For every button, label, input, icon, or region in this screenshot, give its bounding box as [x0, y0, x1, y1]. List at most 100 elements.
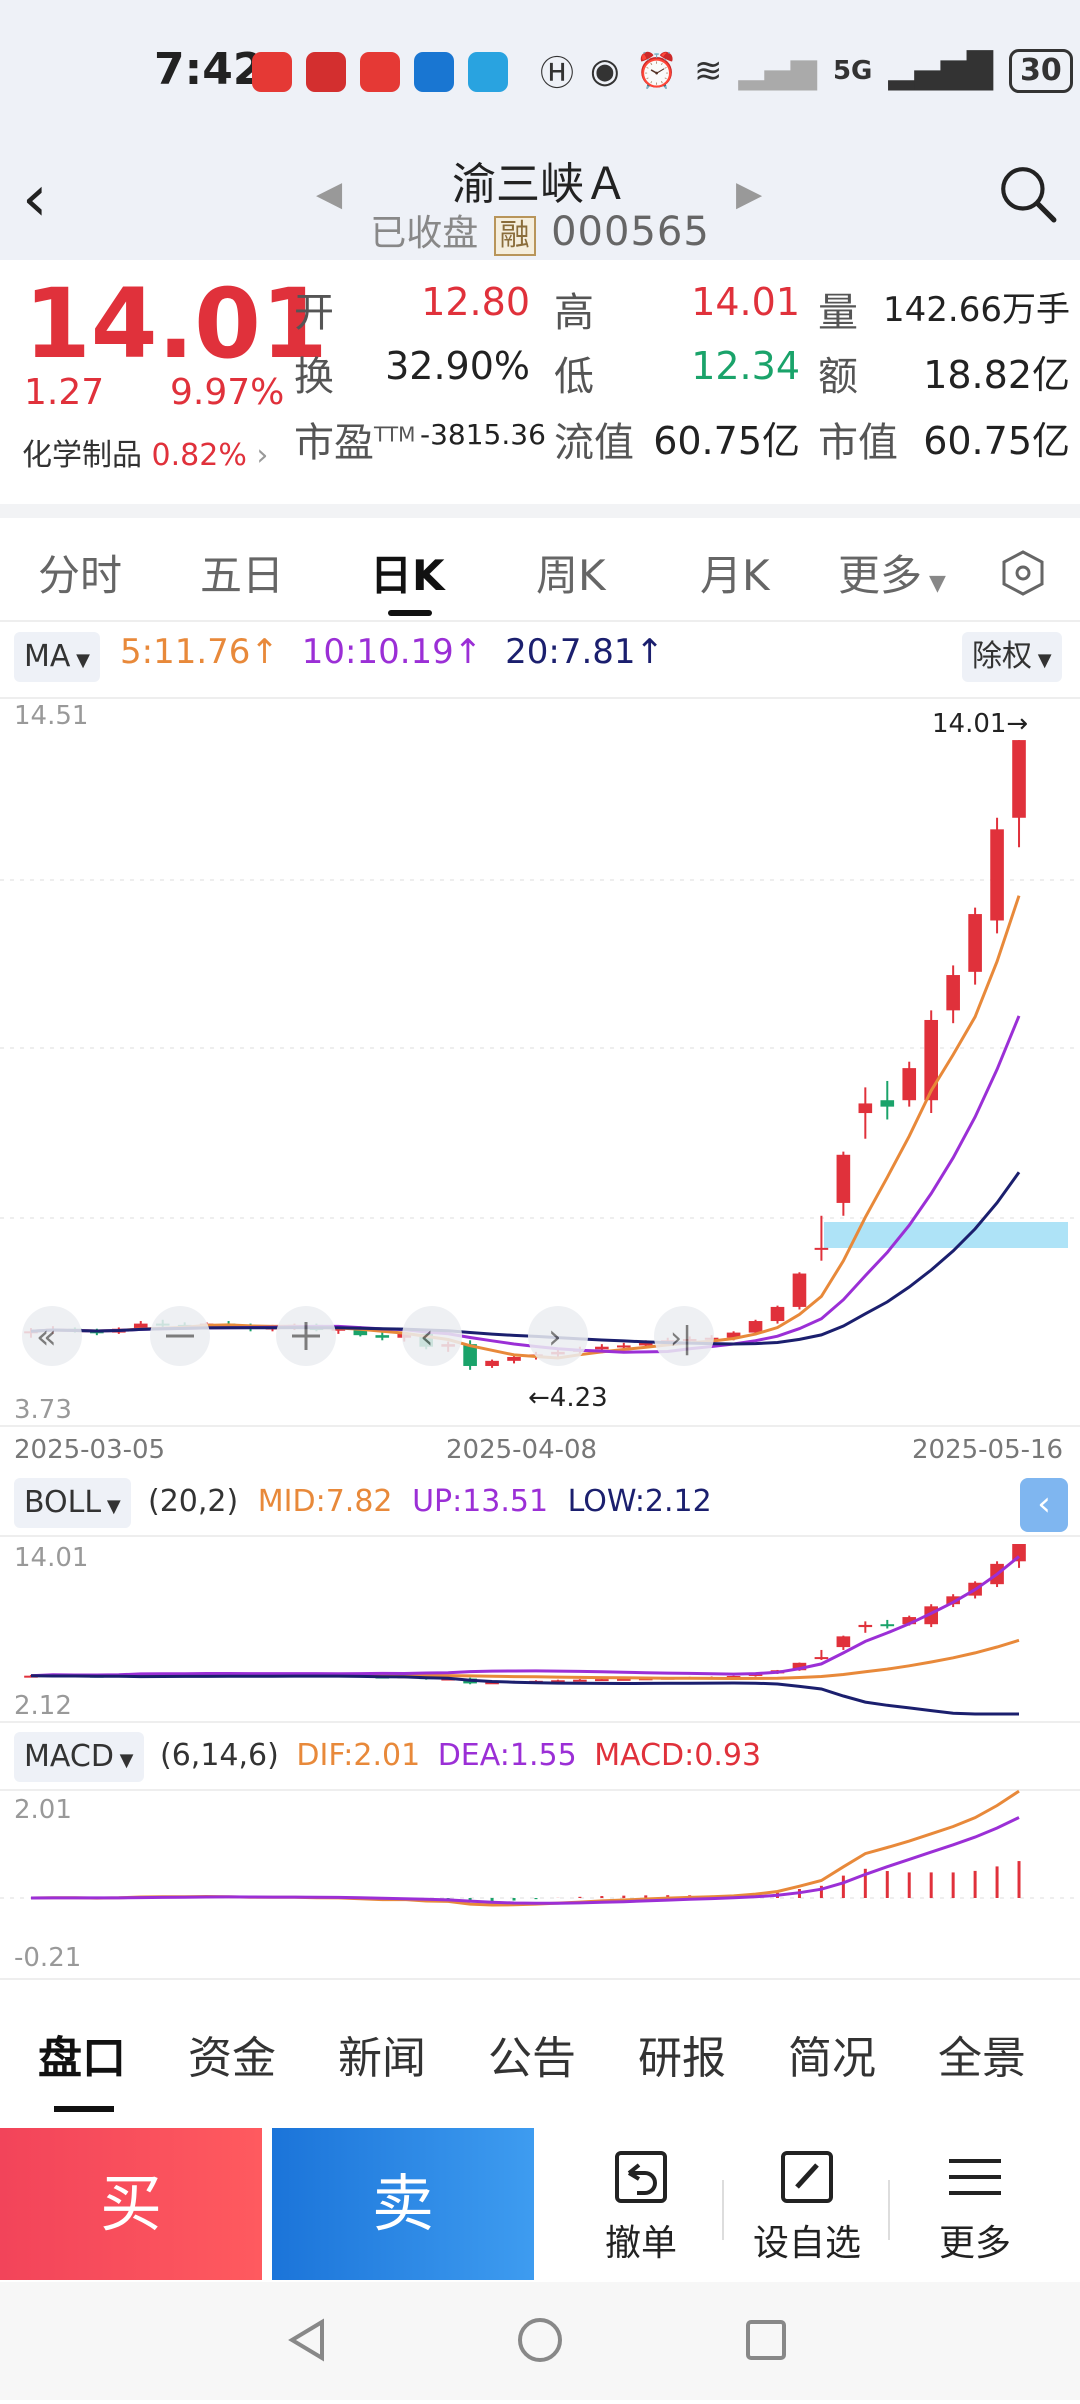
svg-text:›: ›: [548, 1317, 562, 1357]
boll-candle: [24, 1674, 38, 1678]
tab-overview[interactable]: 全景: [938, 2033, 1026, 2084]
nav-recents-icon[interactable]: [746, 2320, 786, 2360]
svg-text:‹: ‹: [420, 1317, 434, 1357]
boll-candle: [858, 1621, 873, 1633]
divider: [722, 2180, 724, 2240]
chart-settings-icon[interactable]: [998, 548, 1048, 598]
scroll-left-fast-icon[interactable]: [22, 1306, 82, 1366]
battery-icon: 30: [1009, 48, 1073, 93]
y-min-label: 3.73: [14, 1395, 72, 1425]
sector-link[interactable]: 化学制品 0.82% ›: [22, 430, 268, 474]
macd-y-bottom: -0.21: [14, 1943, 81, 1973]
candle: [858, 1087, 873, 1139]
scroll-right-icon[interactable]: [528, 1306, 588, 1366]
amount-value: 18.82亿: [923, 353, 1070, 397]
scroll-left-icon[interactable]: [402, 1306, 462, 1366]
ma-indicator-bar: MA ▼ 5:11.76↑ 10:10.19↑ 20:7.81↑ 除权 ▼: [0, 626, 1080, 688]
open-label: 开: [294, 290, 334, 336]
stock-subtitle: 已收盘 融 000565: [0, 204, 1080, 256]
boll-selector[interactable]: BOLL ▼: [14, 1478, 131, 1528]
cancel-order-label: 撤单: [604, 2223, 677, 2264]
status-time: 7:42: [154, 44, 264, 95]
boll-candle: [836, 1635, 851, 1650]
tab-daily-k[interactable]: 日K: [370, 551, 445, 600]
date-mid: 2025-04-08: [446, 1435, 597, 1465]
ma5-line: [30, 895, 1021, 1360]
tab-five-day[interactable]: 五日: [200, 551, 285, 600]
pe-value: -3815.36: [420, 418, 546, 451]
boll-chart[interactable]: 14.01 2.12: [0, 1534, 1080, 1724]
high-value: 14.01: [691, 280, 800, 324]
candle: [924, 1010, 939, 1114]
candles-group: [24, 740, 1026, 1370]
tab-profile[interactable]: 简况: [788, 2033, 876, 2084]
more-actions-button[interactable]: 更多: [900, 2140, 1050, 2266]
prev-stock-icon[interactable]: ◀: [316, 174, 343, 214]
boll-candle: [573, 1679, 587, 1682]
tab-monthly-k[interactable]: 月K: [700, 551, 770, 600]
nav-back-icon[interactable]: [288, 2318, 324, 2362]
candle: [990, 817, 1004, 934]
candle: [375, 1331, 390, 1341]
edit-icon: [781, 2151, 833, 2203]
active-tab-indicator: [388, 610, 432, 616]
divider: [888, 2180, 890, 2240]
system-icons: Ⓗ ◉ ⏰ ≋ ▂▄▆ 5G ▂▄▆█ 30: [540, 46, 1073, 95]
adjust-selector[interactable]: 除权 ▼: [962, 632, 1062, 682]
app-notification-icon: [252, 52, 292, 92]
app-notification-icon: [468, 52, 508, 92]
tab-announcements[interactable]: 公告: [488, 2033, 576, 2084]
pe-label: 市盈TTM: [294, 420, 416, 466]
float-cap-label: 流值: [554, 420, 634, 466]
next-stock-icon[interactable]: ▶: [736, 174, 763, 214]
tab-intraday[interactable]: 分时: [38, 551, 123, 600]
sell-button[interactable]: 卖: [272, 2128, 534, 2280]
scroll-end-icon[interactable]: [654, 1306, 714, 1366]
stock-header: ‹ ◀ ▶ 渝三峡Ａ 已收盘 融 000565: [0, 140, 1080, 260]
macd-chart[interactable]: 2.01 -0.21: [0, 1788, 1080, 1978]
low-value: 12.34: [691, 344, 800, 388]
boll-candle: [814, 1649, 829, 1660]
tab-fund-flow[interactable]: 资金: [188, 2033, 276, 2084]
app-notification-icon: [306, 52, 346, 92]
candle: [485, 1359, 499, 1368]
collapse-panel-icon[interactable]: ‹: [1020, 1478, 1068, 1532]
tab-research[interactable]: 研报: [638, 2033, 726, 2084]
macd-y-top: 2.01: [14, 1795, 72, 1825]
macd-selector[interactable]: MACD ▼: [14, 1732, 144, 1782]
alarm-icon: ⏰: [635, 50, 679, 91]
chevron-right-icon: ›: [256, 438, 269, 473]
tab-weekly-k[interactable]: 周K: [536, 551, 606, 600]
ma10-value: 10:10.19↑: [301, 632, 483, 672]
macd-indicator-bar: MACD ▼ (6,14,6) DIF:2.01 DEA:1.55 MACD:0…: [0, 1728, 1080, 1788]
svg-text:«: «: [36, 1317, 57, 1357]
stock-code: 000565: [551, 209, 710, 255]
turnover-value: 32.90%: [385, 344, 530, 388]
tab-order-book[interactable]: 盘口: [38, 2033, 126, 2084]
candle: [792, 1272, 807, 1310]
cancel-order-button[interactable]: 撤单: [566, 2140, 716, 2266]
price-change-pct: 9.97%: [170, 372, 285, 413]
tab-more[interactable]: 更多 ▼: [838, 551, 946, 600]
buy-button[interactable]: 买: [0, 2128, 262, 2280]
tab-news[interactable]: 新闻: [338, 2033, 426, 2084]
ma5-value: 5:11.76↑: [120, 632, 279, 672]
info-tabs: 盘口 资金 新闻 公告 研报 简况 全景: [0, 1978, 1080, 2112]
max-price-mark: 14.01→: [932, 709, 1028, 739]
trade-action-bar: 买 卖 撤单 设自选 更多: [0, 2128, 1080, 2280]
kline-chart[interactable]: 14.51 3.73 14.01→ ←4.23 2025-03-05 2025-…: [0, 688, 1080, 1478]
back-arrow-icon[interactable]: ‹: [22, 162, 48, 236]
menu-icon: [949, 2159, 1001, 2195]
market-status: 已收盘: [370, 213, 479, 254]
boll-y-top: 14.01: [14, 1543, 88, 1573]
candle: [770, 1305, 785, 1324]
amount-label: 额: [818, 354, 858, 400]
add-watchlist-button[interactable]: 设自选: [732, 2140, 882, 2266]
alipay-icon: [414, 52, 454, 92]
ma-selector[interactable]: MA ▼: [14, 632, 100, 682]
signal-icon: ▂▄▆: [738, 50, 817, 91]
search-icon[interactable]: [996, 162, 1058, 224]
min-price-mark: ←4.23: [528, 1383, 608, 1413]
nav-home-icon[interactable]: [518, 2318, 562, 2362]
macd-dif-line: [30, 1789, 1020, 1907]
